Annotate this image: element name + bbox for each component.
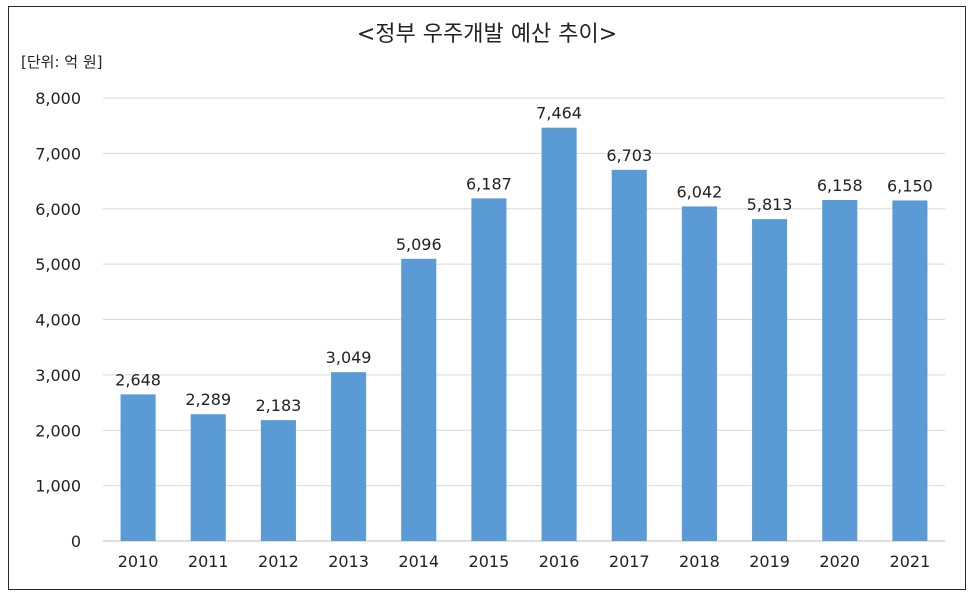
x-tick-label-2016: 2016 [539, 552, 580, 571]
bar-2017 [611, 169, 647, 541]
x-tick-label-2013: 2013 [328, 552, 369, 571]
x-tick-label-2020: 2020 [819, 552, 860, 571]
data-label-2016: 7,464 [536, 104, 582, 123]
y-tick-label: 4,000 [35, 311, 81, 330]
bar-2019 [752, 219, 788, 542]
data-label-2019: 5,813 [747, 195, 793, 214]
y-tick-label: 0 [71, 532, 81, 551]
bar-2014 [401, 258, 437, 541]
bar-2011 [190, 414, 226, 541]
bar-2013 [331, 372, 367, 541]
x-tick-label-2015: 2015 [469, 552, 510, 571]
bar-chart: <정부 우주개발 예산 추이> [단위: 억 원] 0 1,000 2,000 3,0… [21, 22, 945, 571]
y-tick-label: 8,000 [35, 89, 81, 108]
data-labels: 2,648 2,289 2,183 3,049 5,096 6,187 7,464 6,703… [115, 104, 933, 415]
x-tick-label-2011: 2011 [188, 552, 229, 571]
y-tick-label: 5,000 [35, 255, 81, 274]
x-tick-label-2019: 2019 [749, 552, 790, 571]
data-label-2018: 6,042 [677, 182, 723, 201]
bar-2010 [120, 394, 156, 541]
data-label-2020: 6,158 [817, 176, 863, 195]
x-tick-label-2017: 2017 [609, 552, 650, 571]
data-label-2021: 6,150 [887, 176, 933, 195]
gridlines [103, 97, 945, 542]
bar-2021 [892, 200, 928, 541]
y-tick-label: 7,000 [35, 144, 81, 163]
y-tick-label: 1,000 [35, 477, 81, 496]
chart-frame: <정부 우주개발 예산 추이> [단위: 억 원] 0 1,000 2,000 3,0… [8, 6, 966, 590]
unit-label: [단위: 억 원] [21, 53, 103, 71]
data-label-2017: 6,703 [606, 146, 652, 165]
x-tick-label-2010: 2010 [118, 552, 159, 571]
bar-2018 [681, 206, 717, 541]
bar-2020 [822, 200, 858, 542]
bar-2012 [260, 420, 296, 541]
x-tick-label-2014: 2014 [398, 552, 439, 571]
x-axis-ticks: 2010 2011 2012 2013 2014 2015 2016 2017 2018 2019… [118, 552, 931, 571]
y-tick-label: 3,000 [35, 366, 81, 385]
y-tick-label: 2,000 [35, 421, 81, 440]
data-label-2015: 6,187 [466, 174, 512, 193]
bar-2015 [471, 198, 507, 541]
y-axis-ticks: 0 1,000 2,000 3,000 4,000 5,000 6,000 7,000 8,00… [35, 89, 81, 551]
chart-title: <정부 우주개발 예산 추이> [357, 22, 617, 47]
data-label-2012: 2,183 [256, 396, 302, 415]
x-tick-label-2012: 2012 [258, 552, 299, 571]
bar-2016 [541, 127, 577, 541]
data-label-2011: 2,289 [185, 390, 231, 409]
bars [120, 127, 928, 542]
x-tick-label-2018: 2018 [679, 552, 720, 571]
data-label-2013: 3,049 [326, 348, 372, 367]
y-tick-label: 6,000 [35, 200, 81, 219]
x-tick-label-2021: 2021 [890, 552, 931, 571]
data-label-2010: 2,648 [115, 370, 161, 389]
data-label-2014: 5,096 [396, 235, 442, 254]
